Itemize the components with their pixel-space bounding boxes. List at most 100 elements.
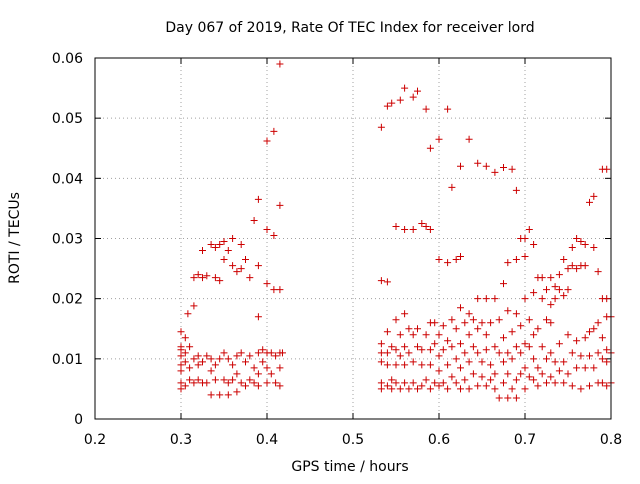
y-tick-label: 0 [74,412,83,428]
data-point [242,382,249,390]
data-point [220,376,228,384]
data-point [564,331,572,339]
data-point [521,253,529,261]
data-point [270,127,278,135]
data-point [224,355,232,363]
data-point [401,310,409,318]
data-point [461,349,469,357]
data-point [444,105,452,113]
data-point [177,346,185,354]
data-point [603,165,611,173]
data-point [525,316,533,324]
data-point [439,322,447,330]
data-point [482,382,490,390]
data-point [435,382,443,390]
data-point [560,292,568,300]
data-point [211,376,219,384]
data-point [388,99,396,107]
data-point [581,262,589,270]
data-point [414,325,421,333]
data-point [461,376,469,384]
data-point [267,349,275,357]
data-point [491,343,499,351]
data-point [448,183,456,191]
data-point [590,325,598,333]
data-point [207,241,215,249]
data-point [418,346,426,354]
data-point [254,313,262,321]
data-point [603,358,611,366]
data-point [512,186,520,194]
data-point [444,259,452,267]
data-point [551,358,559,366]
x-tick-label: 0.3 [170,432,192,448]
data-point [598,379,606,387]
data-point [543,286,550,294]
data-point [224,379,232,387]
data-point [276,364,284,372]
data-point [452,256,460,264]
data-point [431,319,439,327]
data-point [272,352,280,360]
data-point [263,364,271,372]
data-point [435,256,443,264]
data-point [551,379,559,387]
data-point [401,225,409,233]
data-point [547,373,555,381]
y-axis-label: ROTI / TECUs [7,192,23,284]
data-point [543,316,550,324]
data-point [229,262,237,270]
data-point [504,394,512,402]
data-point [203,272,211,280]
data-point [439,379,447,387]
data-point [224,391,232,399]
data-point [276,60,284,68]
data-point [598,355,606,363]
data-point [190,274,198,282]
data-point [564,370,572,378]
data-point [177,328,185,336]
data-point [246,376,254,384]
data-point [517,349,525,357]
data-point [263,137,271,145]
data-point [216,355,224,363]
data-point [377,358,385,366]
data-point [551,295,559,303]
data-point [396,385,404,393]
data-point [538,274,546,282]
data-point [444,385,452,393]
data-point [594,319,602,327]
data-point [512,376,520,384]
data-point [409,331,417,339]
data-point [560,379,568,387]
data-point [508,165,516,173]
data-point [581,334,589,342]
data-point [491,295,499,303]
data-point [383,102,391,110]
data-point [478,373,486,381]
data-point [250,379,258,387]
data-point [203,352,211,360]
chart-title: Day 067 of 2019, Rate Of TEC Index for r… [165,20,534,36]
data-point [495,394,503,402]
data-point [237,241,245,249]
data-point [199,358,206,366]
data-point [577,352,585,360]
y-tick-label: 0.04 [52,171,83,187]
data-point [465,310,473,318]
data-point [267,370,275,378]
data-point [478,358,486,366]
data-point [396,352,404,360]
data-point [538,295,546,303]
data-point [560,358,568,366]
data-point [525,225,533,233]
data-point [392,379,400,387]
data-point [598,334,606,342]
data-point [242,256,249,264]
data-point [452,355,460,363]
data-point [199,247,206,255]
data-point [435,352,443,360]
data-point [500,334,507,342]
data-point [177,385,185,393]
